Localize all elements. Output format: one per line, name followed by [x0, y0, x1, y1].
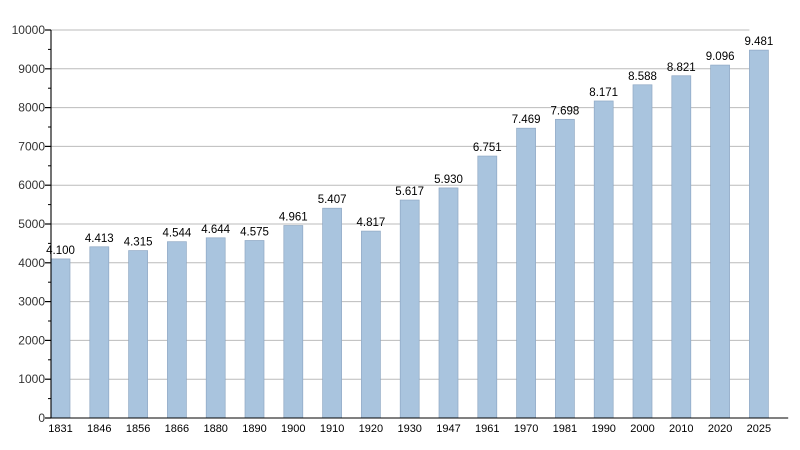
svg-text:4.315: 4.315	[124, 237, 153, 249]
svg-text:7.469: 7.469	[512, 114, 541, 126]
svg-text:5.930: 5.930	[434, 174, 463, 186]
svg-text:2025: 2025	[747, 423, 771, 435]
svg-text:1961: 1961	[475, 423, 499, 435]
svg-text:7.698: 7.698	[551, 105, 580, 117]
svg-text:4.575: 4.575	[240, 226, 269, 238]
svg-text:1890: 1890	[242, 423, 266, 435]
svg-text:4000: 4000	[18, 256, 45, 270]
svg-text:0: 0	[38, 411, 45, 425]
svg-text:2000: 2000	[630, 423, 654, 435]
svg-text:1910: 1910	[320, 423, 344, 435]
svg-text:4.644: 4.644	[201, 224, 230, 236]
svg-text:2010: 2010	[669, 423, 693, 435]
svg-text:1920: 1920	[359, 423, 383, 435]
svg-text:1856: 1856	[126, 423, 150, 435]
svg-text:1970: 1970	[514, 423, 538, 435]
svg-text:9.481: 9.481	[745, 36, 774, 48]
svg-text:4.961: 4.961	[279, 212, 308, 224]
svg-text:1880: 1880	[203, 423, 227, 435]
svg-text:7000: 7000	[18, 139, 45, 153]
svg-text:2020: 2020	[708, 423, 732, 435]
svg-text:1900: 1900	[281, 423, 305, 435]
svg-text:8000: 8000	[18, 101, 45, 115]
svg-text:1990: 1990	[591, 423, 615, 435]
svg-text:5000: 5000	[18, 217, 45, 231]
svg-text:1866: 1866	[165, 423, 189, 435]
svg-text:8.171: 8.171	[589, 87, 618, 99]
svg-text:5.617: 5.617	[395, 186, 424, 198]
svg-text:10000: 10000	[12, 23, 46, 37]
svg-text:1846: 1846	[87, 423, 111, 435]
svg-text:4.413: 4.413	[85, 233, 114, 245]
svg-text:1930: 1930	[397, 423, 421, 435]
svg-text:1981: 1981	[553, 423, 577, 435]
svg-text:9000: 9000	[18, 62, 45, 76]
svg-text:2000: 2000	[18, 333, 45, 347]
svg-text:3000: 3000	[18, 295, 45, 309]
svg-text:8.588: 8.588	[628, 71, 657, 83]
svg-text:6.751: 6.751	[473, 142, 502, 154]
svg-text:9.096: 9.096	[706, 51, 735, 63]
svg-text:6000: 6000	[18, 178, 45, 192]
svg-text:1947: 1947	[436, 423, 460, 435]
svg-text:8.821: 8.821	[667, 62, 696, 74]
svg-text:5.407: 5.407	[318, 194, 347, 206]
svg-text:4.817: 4.817	[357, 217, 386, 229]
svg-text:4.544: 4.544	[163, 228, 192, 240]
svg-text:1000: 1000	[18, 372, 45, 386]
svg-text:4.100: 4.100	[46, 245, 75, 257]
svg-text:1831: 1831	[48, 423, 72, 435]
